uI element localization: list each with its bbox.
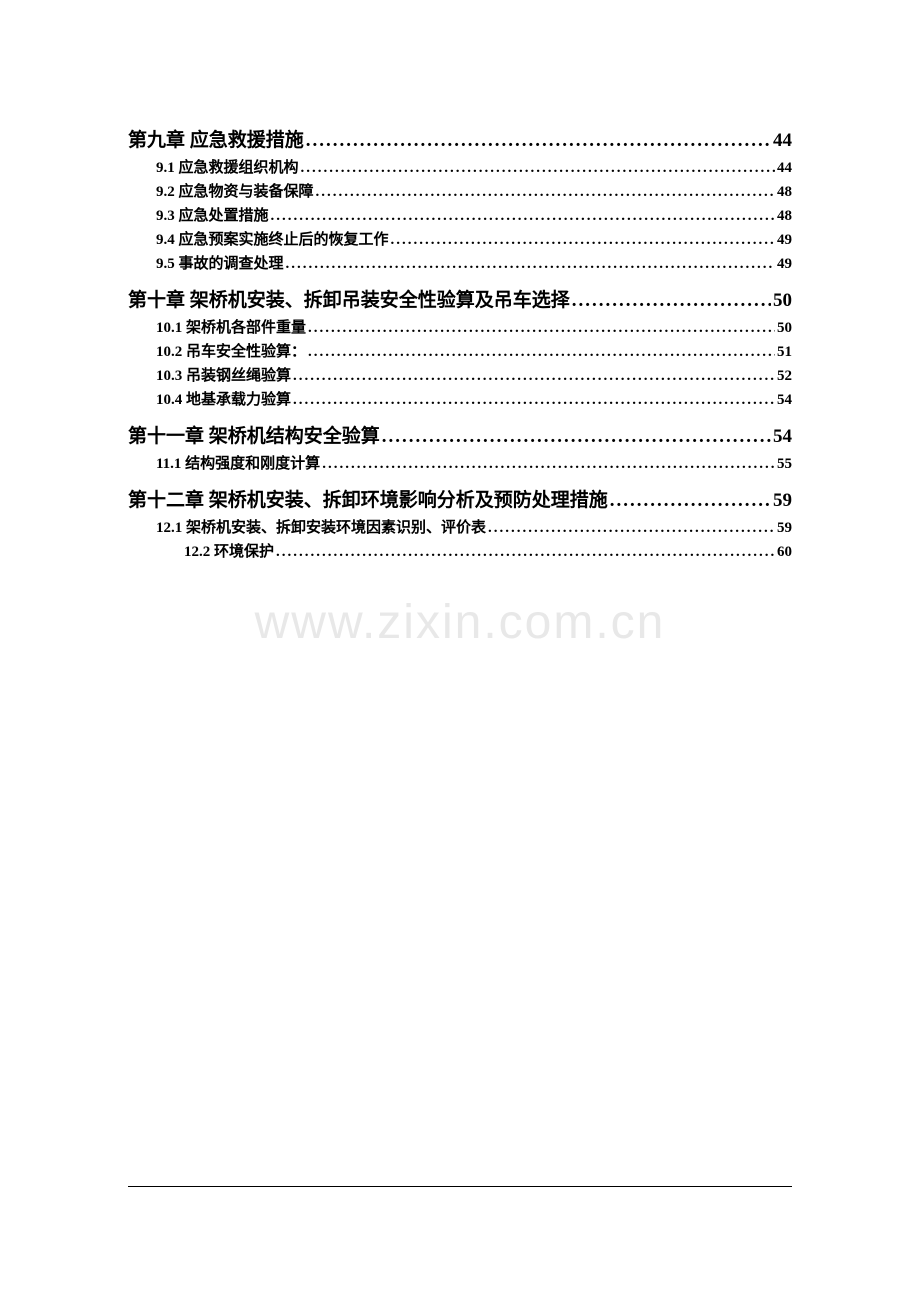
section-label: 10.1 架桥机各部件重量 bbox=[156, 316, 306, 337]
footer-divider bbox=[128, 1186, 792, 1187]
watermark-text: www.zixin.com.cn bbox=[0, 595, 920, 650]
section-10-1: 10.1 架桥机各部件重量 ..........................… bbox=[128, 316, 792, 337]
chapter-label: 第九章 应急救援措施 bbox=[128, 125, 304, 152]
section-10-3: 10.3 吊装钢丝绳验算 ...........................… bbox=[128, 364, 792, 385]
chapter-label: 第十二章 架桥机安装、拆卸环境影响分析及预防处理措施 bbox=[128, 485, 608, 512]
section-label: 9.4 应急预案实施终止后的恢复工作 bbox=[156, 228, 389, 249]
section-label: 9.3 应急处置措施 bbox=[156, 204, 269, 225]
section-page: 60 bbox=[777, 544, 792, 561]
toc-dots: ........................................… bbox=[308, 344, 775, 361]
section-page: 50 bbox=[777, 320, 792, 337]
section-9-4: 9.4 应急预案实施终止后的恢复工作 .....................… bbox=[128, 228, 792, 249]
toc-dots: ........................................… bbox=[286, 256, 775, 273]
section-label: 12.2 环境保护 bbox=[184, 540, 274, 561]
toc-dots: ........................................… bbox=[316, 184, 775, 201]
section-label: 9.5 事故的调查处理 bbox=[156, 252, 284, 273]
chapter-label: 第十章 架桥机安装、拆卸吊装安全性验算及吊车选择 bbox=[128, 285, 570, 312]
chapter-page: 59 bbox=[773, 490, 792, 512]
section-12-1: 12.1 架桥机安装、拆卸安装环境因素识别、评价表 ..............… bbox=[128, 516, 792, 537]
section-page: 52 bbox=[777, 368, 792, 385]
section-10-4: 10.4 地基承载力验算 ...........................… bbox=[128, 388, 792, 409]
chapter-12-row: 第十二章 架桥机安装、拆卸环境影响分析及预防处理措施 .............… bbox=[128, 485, 792, 512]
section-label: 10.2 吊车安全性验算： bbox=[156, 340, 306, 361]
chapter-11-group: 第十一章 架桥机结构安全验算 .........................… bbox=[128, 421, 792, 473]
section-9-5: 9.5 事故的调查处理 ............................… bbox=[128, 252, 792, 273]
chapter-11-row: 第十一章 架桥机结构安全验算 .........................… bbox=[128, 421, 792, 448]
section-page: 44 bbox=[777, 160, 792, 177]
section-9-3: 9.3 应急处置措施 .............................… bbox=[128, 204, 792, 225]
chapter-label: 第十一章 架桥机结构安全验算 bbox=[128, 421, 380, 448]
toc-dots: ........................................… bbox=[293, 392, 775, 409]
chapter-10-row: 第十章 架桥机安装、拆卸吊装安全性验算及吊车选择 ...............… bbox=[128, 285, 792, 312]
section-label: 9.2 应急物资与装备保障 bbox=[156, 180, 314, 201]
toc-dots: ........................................… bbox=[322, 456, 775, 473]
chapter-page: 50 bbox=[773, 290, 792, 312]
section-label: 12.1 架桥机安装、拆卸安装环境因素识别、评价表 bbox=[156, 516, 486, 537]
chapter-12-group: 第十二章 架桥机安装、拆卸环境影响分析及预防处理措施 .............… bbox=[128, 485, 792, 561]
section-11-1: 11.1 结构强度和刚度计算 .........................… bbox=[128, 452, 792, 473]
toc-dots: ........................................… bbox=[271, 208, 775, 225]
section-12-2: 12.2 环境保护 ..............................… bbox=[128, 540, 792, 561]
section-9-2: 9.2 应急物资与装备保障 ..........................… bbox=[128, 180, 792, 201]
toc-dots: ........................................… bbox=[488, 520, 775, 537]
toc-container: 第九章 应急救援措施 .............................… bbox=[0, 0, 920, 561]
section-label: 11.1 结构强度和刚度计算 bbox=[156, 452, 320, 473]
section-label: 9.1 应急救援组织机构 bbox=[156, 156, 299, 177]
toc-dots: ........................................… bbox=[276, 544, 775, 561]
section-label: 10.3 吊装钢丝绳验算 bbox=[156, 364, 291, 385]
toc-dots: ........................................… bbox=[293, 368, 775, 385]
section-page: 51 bbox=[777, 344, 792, 361]
toc-dots: ........................................… bbox=[301, 160, 775, 177]
chapter-page: 44 bbox=[773, 130, 792, 152]
toc-dots: ........................................… bbox=[306, 130, 771, 152]
section-9-1: 9.1 应急救援组织机构 ...........................… bbox=[128, 156, 792, 177]
toc-dots: ........................................… bbox=[308, 320, 775, 337]
section-label: 10.4 地基承载力验算 bbox=[156, 388, 291, 409]
toc-dots: ........................................… bbox=[572, 290, 771, 312]
section-page: 59 bbox=[777, 520, 792, 537]
toc-dots: ........................................… bbox=[391, 232, 775, 249]
section-page: 55 bbox=[777, 456, 792, 473]
chapter-page: 54 bbox=[773, 426, 792, 448]
section-page: 48 bbox=[777, 184, 792, 201]
section-page: 49 bbox=[777, 256, 792, 273]
section-page: 49 bbox=[777, 232, 792, 249]
chapter-9-group: 第九章 应急救援措施 .............................… bbox=[128, 125, 792, 273]
chapter-9-row: 第九章 应急救援措施 .............................… bbox=[128, 125, 792, 152]
toc-dots: ........................................… bbox=[610, 490, 771, 512]
section-page: 48 bbox=[777, 208, 792, 225]
chapter-10-group: 第十章 架桥机安装、拆卸吊装安全性验算及吊车选择 ...............… bbox=[128, 285, 792, 409]
toc-dots: ........................................… bbox=[382, 426, 771, 448]
section-page: 54 bbox=[777, 392, 792, 409]
section-10-2: 10.2 吊车安全性验算： ..........................… bbox=[128, 340, 792, 361]
